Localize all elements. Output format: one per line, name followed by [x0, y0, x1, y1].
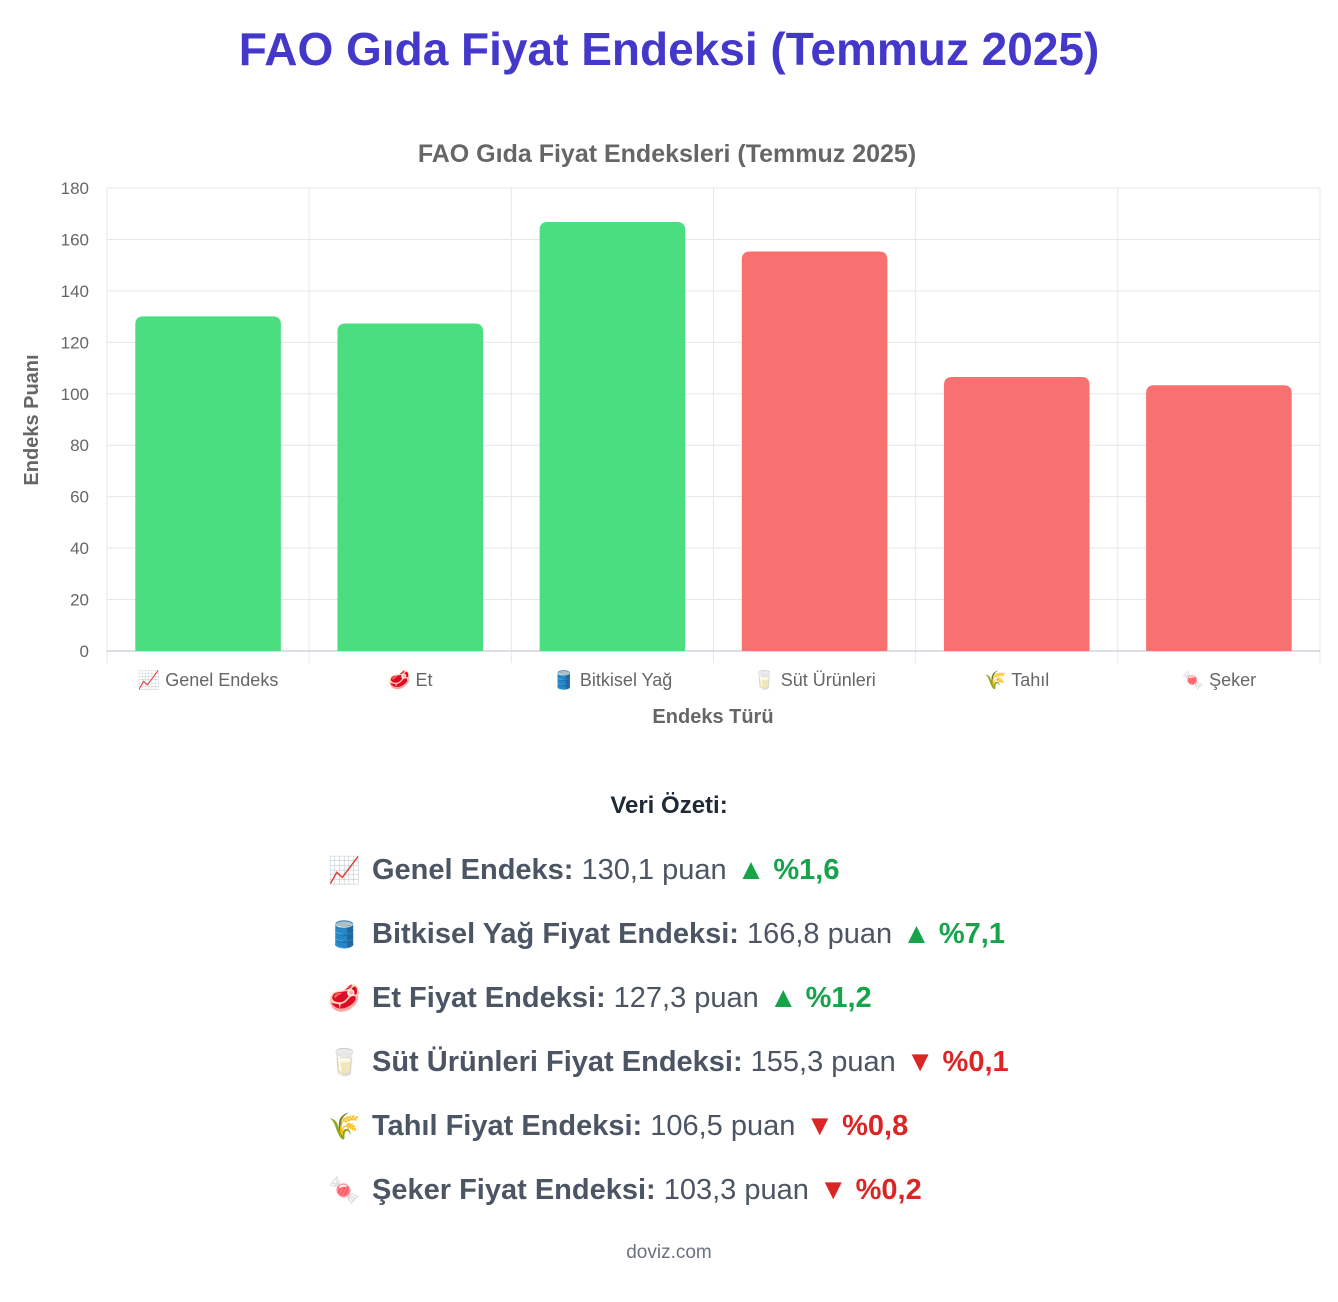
y-tick-label: 120 [61, 333, 89, 352]
category-icon: 🥩 [388, 669, 415, 691]
bar-6[interactable] [1146, 385, 1292, 651]
x-tick-label: 🥩 Et [388, 669, 432, 691]
summary-item-icon: 🥛 [328, 1046, 361, 1077]
summary-item: 🌾 Tahıl Fiyat Endeksi: 106,5 puan ▼ %0,8 [328, 1094, 1009, 1158]
summary-item-change: ▲ %7,1 [902, 917, 1005, 950]
y-tick-label: 60 [70, 488, 89, 507]
summary-item-value: 166,8 puan [746, 917, 893, 950]
summary-item-change: ▼ %0,8 [805, 1109, 909, 1142]
summary-item-icon: 🥩 [328, 982, 361, 1013]
category-icon: 🥛 [753, 669, 780, 690]
summary-item-icon: 🌾 [328, 1110, 361, 1141]
bar-1[interactable] [135, 316, 281, 651]
category-label: Genel Endeks [165, 670, 278, 690]
category-icon: 🌾 [984, 670, 1011, 690]
summary-item-icon: 🛢️ [328, 918, 361, 949]
chart-bars [135, 221, 1292, 652]
y-tick-label: 0 [80, 642, 89, 661]
summary-item-value: 155,3 puan [750, 1045, 896, 1078]
summary-item-label: Genel Endeks: [372, 853, 574, 886]
bar-chart: FAO Gıda Fiyat Endeksleri (Temmuz 2025) … [21, 140, 1321, 728]
summary-item: 🥛 Süt Ürünleri Fiyat Endeksi: 155,3 puan ▼ … [328, 1030, 1009, 1094]
summary-item: 🥩 Et Fiyat Endeksi: 127,3 puan ▲ %1,2 [328, 966, 1009, 1030]
page-title: FAO Gıda Fiyat Endeksi (Temmuz 2025) [238, 23, 1100, 75]
summary-item: 🛢️ Bitkisel Yağ Fiyat Endeksi: 166,8 puan ▲… [328, 902, 1009, 966]
chart-grid [106, 187, 1321, 663]
summary-item-label: Tahıl Fiyat Endeksi: [372, 1109, 643, 1142]
category-label: Şeker [1209, 670, 1256, 690]
bar-3[interactable] [539, 221, 686, 651]
bar-2[interactable] [337, 323, 484, 651]
x-tick-label: 🌾 Tahıl [984, 670, 1049, 690]
x-tick-label: 🛢️ Bitkisel Yağ [553, 669, 673, 690]
y-tick-label: 40 [70, 539, 89, 558]
summary-list: 📈 Genel Endeks: 130,1 puan ▲ %1,6 🛢️ Bitkisel… [328, 838, 1009, 1222]
summary-item-label: Et Fiyat Endeksi: [372, 981, 606, 1014]
x-tick-label: 🍬 Şeker [1182, 669, 1256, 690]
y-axis-title: Endeks Puanı [21, 354, 43, 485]
summary-item: 📈 Genel Endeks: 130,1 puan ▲ %1,6 [328, 838, 1009, 902]
summary-item-value: 130,1 puan [581, 853, 727, 886]
y-tick-label: 140 [61, 282, 89, 301]
y-tick-label: 20 [70, 591, 89, 610]
bar-4[interactable] [741, 251, 888, 652]
summary-item-icon: 📈 [328, 854, 361, 885]
summary-item-change: ▼ %0,2 [818, 1173, 922, 1206]
category-icon: 📈 [138, 669, 165, 690]
summary-item-label: Şeker Fiyat Endeksi: [372, 1173, 656, 1206]
x-axis-title: Endeks Türü [652, 706, 773, 728]
summary-item-icon: 🍬 [328, 1174, 361, 1205]
summary-item-change: ▲ %1,2 [768, 981, 872, 1014]
x-axis-ticks: 📈 Genel Endeks 🥩 Et 🛢️ Bitkisel Yağ 🥛 Süt Ü… [138, 669, 1256, 691]
category-icon: 🍬 [1182, 669, 1209, 690]
summary-item-label: Süt Ürünleri Fiyat Endeksi: [372, 1045, 743, 1078]
category-label: Et [415, 670, 432, 690]
y-axis-ticks: 0 20 40 60 80 100 120 140 160 180 [61, 179, 89, 661]
summary-item-value: 127,3 puan [613, 981, 759, 1014]
summary-heading: Veri Özeti: [610, 792, 728, 819]
summary-item-change: ▲ %1,6 [736, 853, 840, 886]
y-tick-label: 100 [61, 385, 89, 404]
bar-5[interactable] [943, 377, 1090, 651]
summary-item: 🍬 Şeker Fiyat Endeksi: 103,3 puan ▼ %0,2 [328, 1158, 1009, 1222]
category-label: Bitkisel Yağ [580, 670, 672, 690]
y-tick-label: 160 [61, 230, 89, 249]
summary-item-label: Bitkisel Yağ Fiyat Endeksi: [372, 917, 739, 950]
x-tick-label: 🥛 Süt Ürünleri [753, 669, 875, 690]
category-icon: 🛢️ [553, 669, 580, 690]
footer-source: doviz.com [626, 1242, 712, 1263]
summary-item-value: 106,5 puan [650, 1109, 796, 1142]
x-tick-label: 📈 Genel Endeks [138, 669, 279, 690]
summary-item-change: ▼ %0,1 [905, 1045, 1009, 1078]
category-label: Süt Ürünleri [781, 670, 876, 690]
y-tick-label: 180 [61, 179, 89, 198]
chart-title: FAO Gıda Fiyat Endeksleri (Temmuz 2025) [418, 140, 916, 168]
summary-item-value: 103,3 puan [663, 1173, 809, 1206]
category-label: Tahıl [1011, 670, 1049, 690]
y-tick-label: 80 [70, 436, 89, 455]
